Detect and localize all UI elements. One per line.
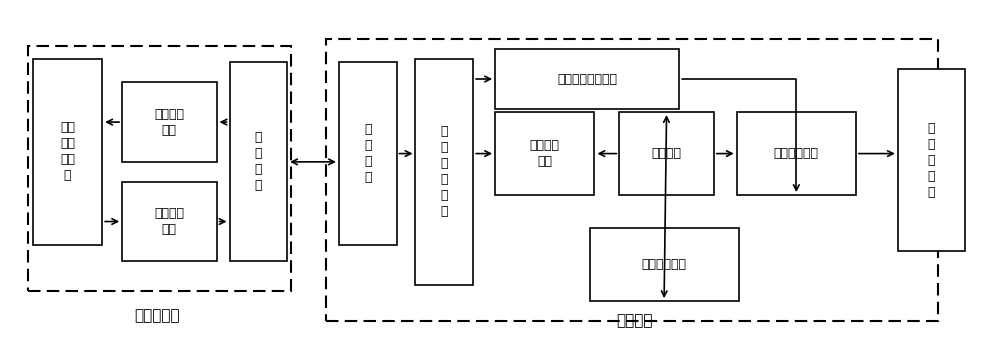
Text: 人机交互平台: 人机交互平台 bbox=[642, 258, 687, 271]
Bar bbox=[619, 112, 714, 195]
Bar bbox=[898, 69, 965, 251]
Text: 柔性听诊头: 柔性听诊头 bbox=[134, 308, 180, 324]
Bar bbox=[33, 59, 102, 245]
Bar bbox=[28, 46, 291, 291]
Text: 超声
波探
头阵
列: 超声 波探 头阵 列 bbox=[60, 121, 75, 182]
Text: 信号处理单元: 信号处理单元 bbox=[774, 147, 819, 160]
Text: 通
信
单
元: 通 信 单 元 bbox=[255, 131, 262, 192]
Text: 电
声
转
换
器: 电 声 转 换 器 bbox=[928, 122, 935, 199]
Text: 点跳动波反演单元: 点跳动波反演单元 bbox=[557, 72, 617, 86]
Bar bbox=[339, 62, 397, 245]
Bar bbox=[122, 82, 217, 162]
Text: 信号发生
单元: 信号发生 单元 bbox=[530, 139, 560, 168]
Text: 发射处理
单元: 发射处理 单元 bbox=[154, 108, 184, 136]
Bar bbox=[415, 59, 473, 284]
Text: 主控制器: 主控制器 bbox=[652, 147, 682, 160]
Bar bbox=[737, 112, 856, 195]
Bar bbox=[495, 49, 679, 109]
Text: 处理模块: 处理模块 bbox=[616, 313, 653, 329]
Text: 通
信
单
元: 通 信 单 元 bbox=[364, 123, 371, 184]
Bar bbox=[326, 39, 938, 321]
Bar bbox=[590, 228, 739, 301]
Bar bbox=[495, 112, 594, 195]
Text: 接收处理
单元: 接收处理 单元 bbox=[154, 207, 184, 236]
Text: 数
据
缓
存
单
元: 数 据 缓 存 单 元 bbox=[441, 125, 448, 218]
Bar bbox=[230, 62, 287, 261]
Bar bbox=[122, 182, 217, 261]
